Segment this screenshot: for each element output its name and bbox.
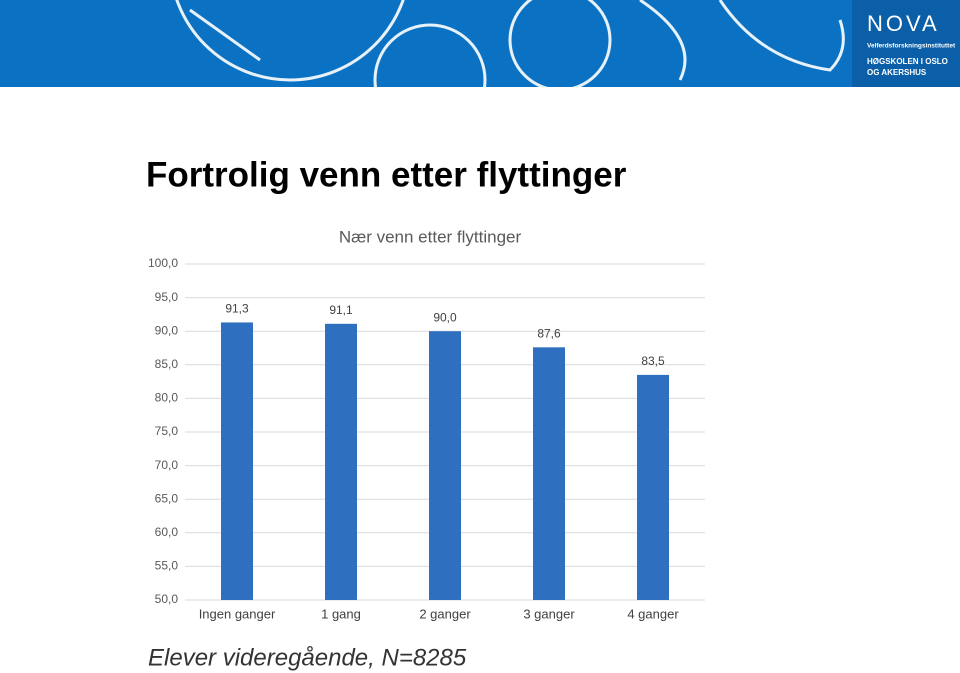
bar <box>429 331 461 600</box>
logo-school: OG AKERSHUS <box>867 68 927 77</box>
y-tick-label: 90,0 <box>155 323 179 337</box>
y-tick-label: 85,0 <box>155 357 179 371</box>
x-tick-label: 3 ganger <box>523 606 575 621</box>
bar <box>637 374 669 600</box>
logo-box <box>852 0 960 87</box>
x-tick-label: 4 ganger <box>627 606 679 621</box>
y-tick-label: 95,0 <box>155 290 179 304</box>
y-tick-label: 80,0 <box>155 391 179 405</box>
logo: NOVA <box>867 11 940 36</box>
value-label: 83,5 <box>641 354 665 368</box>
x-tick-label: Ingen ganger <box>199 606 276 621</box>
y-tick-label: 100,0 <box>148 256 178 270</box>
bar <box>325 323 357 600</box>
y-tick-label: 70,0 <box>155 458 179 472</box>
y-tick-label: 50,0 <box>155 592 179 606</box>
y-tick-label: 65,0 <box>155 491 179 505</box>
bar <box>221 322 253 600</box>
footnote: Elever videregående, N=8285 <box>148 644 467 671</box>
value-label: 91,3 <box>225 302 249 316</box>
logo-institute: Velferdsforskningsinstituttet <box>867 43 956 50</box>
y-tick-label: 55,0 <box>155 559 179 573</box>
value-label: 87,6 <box>537 326 561 340</box>
y-tick-label: 75,0 <box>155 424 179 438</box>
x-tick-label: 1 gang <box>321 606 361 621</box>
header-band <box>0 0 960 87</box>
y-tick-label: 60,0 <box>155 525 179 539</box>
value-label: 91,1 <box>329 303 353 317</box>
chart-title: Nær venn etter flyttinger <box>339 227 522 246</box>
bar <box>533 347 565 600</box>
logo-school: HØGSKOLEN I OSLO <box>867 57 948 66</box>
x-tick-label: 2 ganger <box>419 606 471 621</box>
header-decoration <box>175 0 845 137</box>
value-label: 90,0 <box>433 310 457 324</box>
slide-title: Fortrolig venn etter flyttinger <box>146 155 627 194</box>
